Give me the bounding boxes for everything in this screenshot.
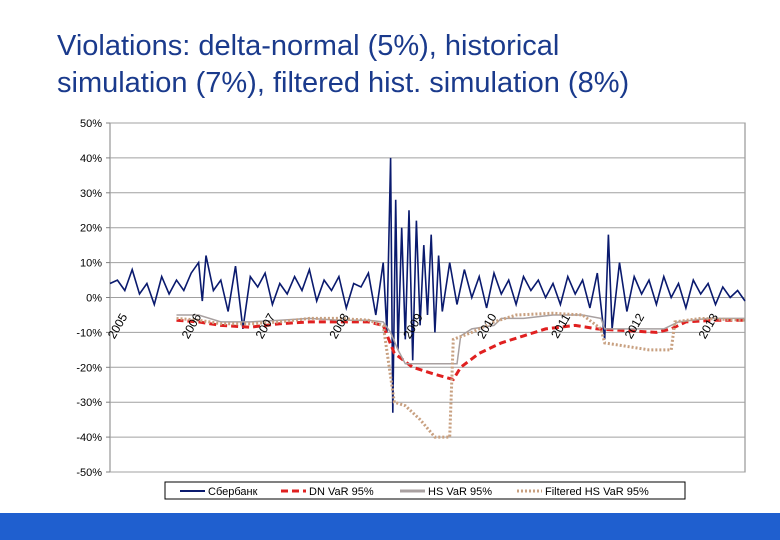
chart-series <box>109 157 746 439</box>
series-line-2 <box>176 314 745 365</box>
y-tick-label: -50% <box>76 467 102 479</box>
chart-grid <box>109 122 746 473</box>
chart-legend: Сбербанк DN VaR 95% HS VaR 95% Filtered HS … <box>164 481 686 500</box>
series-line-3 <box>176 311 746 439</box>
legend-label-0: Сбербанк <box>208 486 258 498</box>
series-line-1 <box>176 318 745 382</box>
y-tick-label: -10% <box>76 327 102 339</box>
y-tick-label: -30% <box>76 397 102 409</box>
y-tick-label: 50% <box>80 118 102 130</box>
legend-label-2: HS VaR 95% <box>428 486 492 498</box>
chart: 50% 40% 30% 20% 10% 0% -10% -20% -30% -40% -50% 20… <box>76 118 746 500</box>
footer-bar <box>0 513 780 540</box>
y-tick-label: 30% <box>80 188 102 200</box>
title-line-2: simulation (7%), filtered hist. simulati… <box>57 67 630 99</box>
legend-label-1: DN VaR 95% <box>309 486 374 498</box>
y-tick-label: 20% <box>80 223 102 235</box>
title-line-1: Violations: delta-normal (5%), historica… <box>57 30 560 62</box>
y-tick-label: 0% <box>86 293 102 305</box>
y-tick-label: 40% <box>80 153 102 165</box>
y-axis-ticks: 50% 40% 30% 20% 10% 0% -10% -20% -30% -40% -50% <box>76 118 110 479</box>
y-tick-label: 10% <box>80 258 102 270</box>
legend-label-3: Filtered HS VaR 95% <box>545 486 649 498</box>
slide-title: Violations: delta-normal (5%), historica… <box>57 28 757 102</box>
series-line-0 <box>109 157 746 413</box>
y-tick-label: -20% <box>76 362 102 374</box>
y-tick-label: -40% <box>76 432 102 444</box>
